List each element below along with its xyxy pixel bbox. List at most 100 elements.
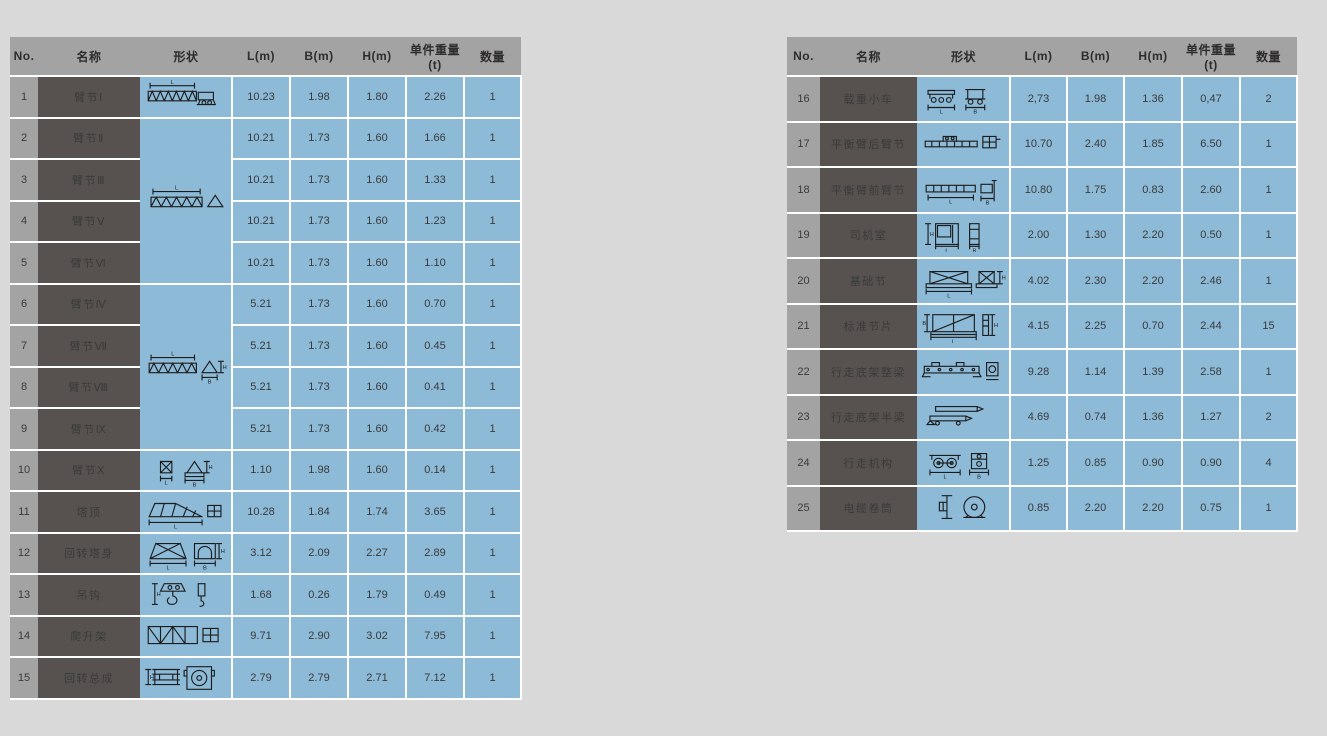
length-cell: 2,73: [1009, 75, 1067, 122]
jib-section-dims-icon: L H B: [147, 351, 226, 384]
height-cell: 1.60: [347, 158, 406, 201]
height-cell: 1.60: [347, 282, 406, 325]
quantity-cell: 1: [463, 116, 522, 159]
height-cell: 1.60: [347, 199, 406, 242]
width-cell: 1.75: [1066, 166, 1124, 213]
svg-text:L: L: [174, 524, 177, 528]
table-row: 20 基础节 L H 4.02 2.30 2.20 2.46 1: [787, 257, 1298, 304]
row-number-cell: 11: [10, 490, 38, 533]
row-number-cell: 25: [787, 484, 820, 532]
width-cell: 1.73: [289, 241, 348, 284]
height-cell: 0.90: [1123, 439, 1182, 486]
height-cell: 1.60: [347, 407, 406, 450]
quantity-cell: 2: [1239, 393, 1298, 440]
row-number-cell: 22: [787, 348, 820, 395]
chassis-full-beam-icon: [921, 361, 999, 380]
row-number-cell: 10: [10, 448, 38, 491]
row-number-cell: 15: [10, 656, 38, 700]
column-header-2: 形状: [917, 37, 1010, 76]
width-cell: 1.73: [289, 116, 348, 159]
svg-text:L: L: [174, 185, 177, 191]
height-cell: 1.74: [347, 490, 406, 533]
unit-weight-cell: 0,47: [1181, 75, 1240, 122]
part-name-cell: 行走底架半梁: [820, 393, 917, 440]
quantity-cell: 1: [1239, 484, 1298, 532]
svg-text:H: H: [994, 323, 998, 329]
column-header-0: No.: [787, 37, 820, 76]
part-name-cell: 回转塔身: [38, 531, 140, 574]
slewing-tower-icon: L H B: [148, 543, 224, 570]
table-row: 21 标准节片 B L H 4.15 2.25 0.70 2.44 15: [787, 302, 1298, 349]
part-name-cell: 爬升架: [38, 614, 140, 657]
shape-cell: [917, 120, 1010, 167]
svg-text:B: B: [973, 109, 977, 115]
length-cell: 10.21: [231, 158, 290, 201]
table-row: 22 行走底架整梁 9.28 1.14 1.39 2.58 1: [787, 348, 1298, 395]
row-number-cell: 18: [787, 166, 820, 213]
svg-text:H: H: [220, 549, 224, 555]
quantity-cell: 1: [463, 573, 522, 616]
unit-weight-cell: 0.70: [405, 282, 464, 325]
row-number-cell: 6: [10, 282, 38, 325]
height-cell: 1.36: [1123, 75, 1182, 122]
standard-section-panel-icon: B L H: [922, 314, 998, 343]
height-cell: 1.85: [1123, 120, 1182, 167]
svg-text:H: H: [156, 592, 160, 598]
quantity-cell: 2: [1239, 75, 1298, 122]
height-cell: 3.02: [347, 614, 406, 657]
height-cell: 1.60: [347, 448, 406, 491]
svg-text:H: H: [1002, 275, 1006, 281]
length-cell: 10.80: [1009, 166, 1067, 213]
height-cell: 1.60: [347, 241, 406, 284]
table-row: 14 爬升架 9.71 2.90 3.02 7.95 1: [10, 614, 522, 657]
shape-cell: L H B: [140, 282, 232, 450]
table-row: 9 臂节Ⅸ 5.21 1.73 1.60 0.42 1: [10, 407, 522, 450]
width-cell: 2.90: [289, 614, 348, 657]
shape-cell: L H B: [140, 531, 232, 574]
part-name-cell: 臂节Ⅶ: [38, 324, 140, 367]
row-number-cell: 17: [787, 120, 820, 167]
header-row: No. 名称 形状 L(m) B(m) H(m) 单件重量(t) 数量: [10, 37, 521, 76]
svg-text:B: B: [202, 566, 206, 570]
shape-cell: L H B: [140, 448, 232, 491]
shape-cell: [917, 348, 1010, 395]
unit-weight-cell: 0.50: [1181, 211, 1240, 258]
row-number-cell: 14: [10, 614, 38, 657]
svg-text:B: B: [192, 483, 196, 487]
unit-weight-cell: 0.49: [405, 573, 464, 616]
unit-weight-cell: 2.58: [1181, 348, 1240, 395]
unit-weight-cell: 7.12: [405, 656, 464, 700]
shape-cell: [917, 484, 1010, 532]
width-cell: 2.09: [289, 531, 348, 574]
unit-weight-cell: 2.60: [1181, 166, 1240, 213]
length-cell: 1.10: [231, 448, 290, 491]
width-cell: 1.30: [1066, 211, 1124, 258]
unit-weight-cell: 2.44: [1181, 302, 1240, 349]
quantity-cell: 1: [463, 241, 522, 284]
table-row: 8 臂节Ⅷ 5.21 1.73 1.60 0.41 1: [10, 365, 522, 408]
shape-cell: [140, 614, 232, 657]
unit-weight-cell: 0.41: [405, 365, 464, 408]
width-cell: 1.98: [289, 75, 348, 118]
shape-cell: H: [140, 656, 232, 700]
width-cell: 1.73: [289, 324, 348, 367]
quantity-cell: 1: [463, 282, 522, 325]
svg-text:H: H: [208, 465, 212, 471]
tower-head-icon: L: [147, 502, 222, 529]
length-cell: 5.21: [231, 324, 290, 367]
row-number-cell: 16: [787, 75, 820, 122]
column-header-2: 形状: [140, 37, 232, 76]
svg-text:H: H: [149, 675, 153, 681]
column-header-6: 单件重量(t): [1182, 37, 1240, 76]
table-row: 12 回转塔身 L H B 3.12 2.09 2.27 2.89 1: [10, 531, 522, 574]
quantity-cell: 1: [1239, 120, 1298, 167]
width-cell: 2.30: [1066, 257, 1124, 304]
part-name-cell: 载重小车: [820, 75, 917, 122]
width-cell: 1.14: [1066, 348, 1124, 395]
table-row: 10 臂节Ⅹ L H B 1.10 1.98 1.60 0.14 1: [10, 448, 522, 491]
table-row: 13 吊钩 H 1.68 0.26 1.79 0.49 1: [10, 573, 522, 616]
svg-text:H: H: [222, 364, 226, 370]
row-number-cell: 4: [10, 199, 38, 242]
